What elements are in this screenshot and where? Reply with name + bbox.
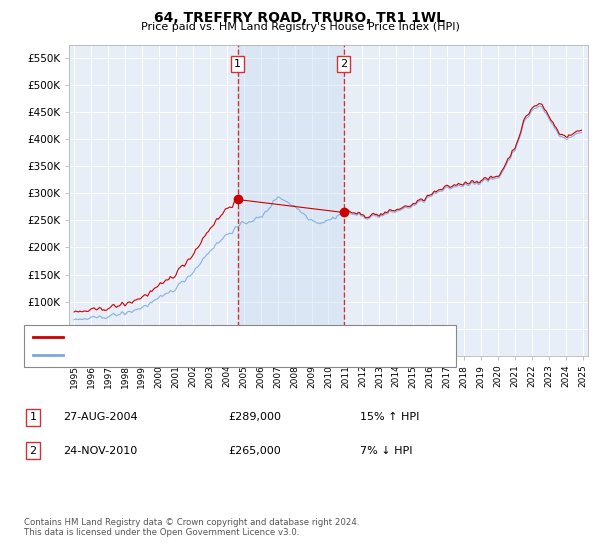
Text: £289,000: £289,000: [228, 412, 281, 422]
Text: 1: 1: [234, 59, 241, 69]
Text: £265,000: £265,000: [228, 446, 281, 456]
Text: 2: 2: [340, 59, 347, 69]
Text: 7% ↓ HPI: 7% ↓ HPI: [360, 446, 413, 456]
Bar: [238, 45, 344, 356]
Text: 24-NOV-2010: 24-NOV-2010: [63, 446, 137, 456]
Text: 15% ↑ HPI: 15% ↑ HPI: [360, 412, 419, 422]
Text: HPI: Average price, detached house, Cornwall: HPI: Average price, detached house, Corn…: [67, 350, 290, 360]
Text: 64, TREFFRY ROAD, TRURO, TR1 1WL (detached house): 64, TREFFRY ROAD, TRURO, TR1 1WL (detach…: [67, 332, 339, 342]
Text: 27-AUG-2004: 27-AUG-2004: [63, 412, 137, 422]
Text: Price paid vs. HM Land Registry's House Price Index (HPI): Price paid vs. HM Land Registry's House …: [140, 22, 460, 32]
Text: 2: 2: [29, 446, 37, 456]
Text: Contains HM Land Registry data © Crown copyright and database right 2024.
This d: Contains HM Land Registry data © Crown c…: [24, 518, 359, 538]
Text: 64, TREFFRY ROAD, TRURO, TR1 1WL: 64, TREFFRY ROAD, TRURO, TR1 1WL: [155, 11, 445, 25]
Text: 1: 1: [29, 412, 37, 422]
